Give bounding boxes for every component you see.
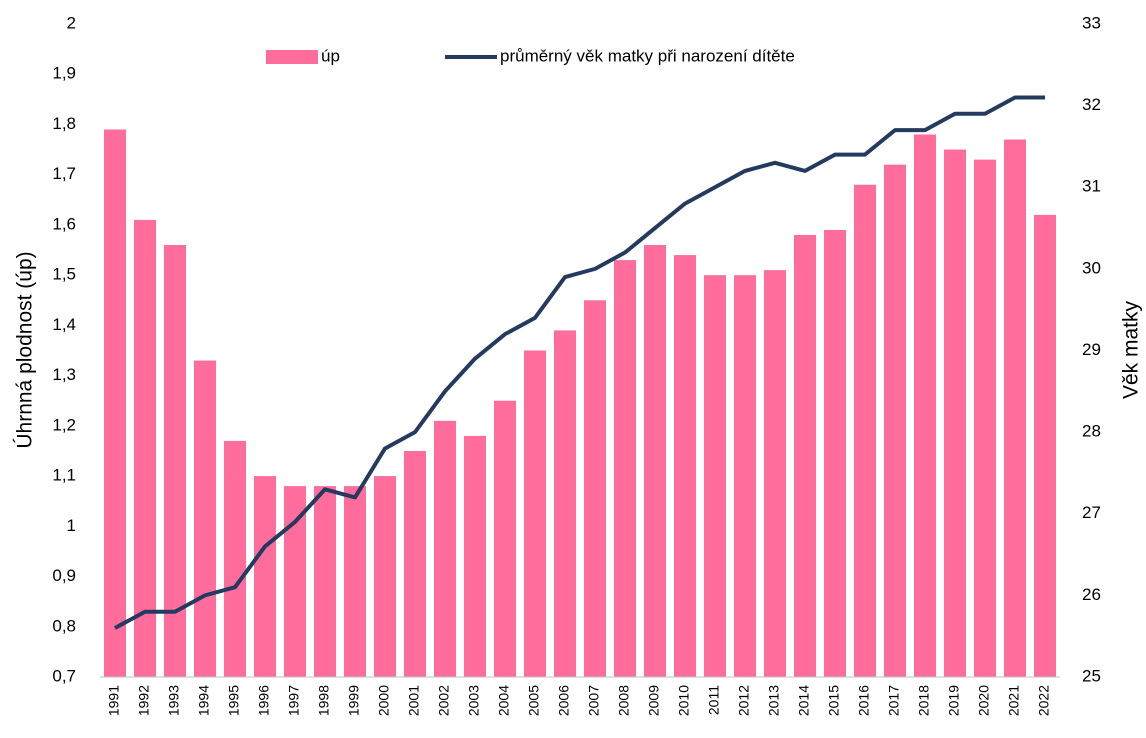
line <box>114 95 1045 630</box>
x-tick-label: 1991 <box>106 685 122 716</box>
x-tick-label: 1994 <box>196 685 212 716</box>
y-tick-label: 1,8 <box>52 114 76 133</box>
x-tick-label: 2019 <box>946 685 962 716</box>
bar <box>704 275 726 677</box>
bar <box>554 330 576 677</box>
x-tick-label: 1992 <box>136 685 152 716</box>
y-tick-label: 0,8 <box>52 616 76 635</box>
x-tick-label: 2007 <box>586 685 602 716</box>
x-tick-label: 1999 <box>346 685 362 716</box>
bar <box>584 300 606 677</box>
bar <box>944 149 966 678</box>
bar <box>494 400 516 677</box>
y2-tick-label: 26 <box>1082 585 1101 604</box>
x-tick-label: 2020 <box>976 685 992 716</box>
bar <box>764 270 786 677</box>
x-tick-label: 1996 <box>256 685 272 716</box>
bar <box>854 184 876 677</box>
y2-tick-label: 32 <box>1082 95 1101 114</box>
x-tick-label: 2003 <box>466 685 482 716</box>
bar <box>794 234 816 677</box>
x-tick-label: 2012 <box>736 685 752 716</box>
y-tick-label: 1,4 <box>52 315 76 334</box>
bar <box>284 486 306 677</box>
y-tick-label: 1,6 <box>52 214 76 233</box>
y-tick-label: 1,1 <box>52 466 76 485</box>
y2-axis-title: Věk matky <box>1120 300 1143 399</box>
bar <box>314 486 336 677</box>
y-tick-label: 1,9 <box>52 64 76 83</box>
x-tick-label: 2011 <box>706 685 722 715</box>
bar <box>524 350 546 677</box>
legend-label: průměrný věk matky při narození dítěte <box>500 46 795 65</box>
y-axis-title: Úhrnná plodnost (úp) <box>14 251 37 448</box>
x-tick-label: 2010 <box>676 685 692 716</box>
bar <box>374 476 396 677</box>
bar <box>344 486 366 677</box>
bar <box>974 159 996 678</box>
bar <box>434 420 456 677</box>
x-tick-label: 2016 <box>856 685 872 716</box>
legend-swatch <box>266 50 318 64</box>
x-tick-label: 2017 <box>886 685 902 716</box>
x-tick-label: 2014 <box>796 685 812 716</box>
y-tick-label: 0,9 <box>52 566 76 585</box>
x-tick-label: 1995 <box>226 685 242 716</box>
y2-tick-label: 25 <box>1082 666 1101 685</box>
bar <box>104 129 126 677</box>
x-tick-label: 2018 <box>916 685 932 716</box>
y2-tick-label: 30 <box>1082 258 1101 277</box>
bar <box>674 255 696 678</box>
x-tick-label: 2002 <box>436 685 452 716</box>
x-tick-label: 2000 <box>376 685 392 716</box>
bar <box>164 245 186 677</box>
bar <box>404 450 426 677</box>
x-tick-label: 2004 <box>496 685 512 716</box>
bar <box>734 275 756 677</box>
x-tick-label: 2009 <box>646 685 662 716</box>
x-tick-label: 2013 <box>766 685 782 716</box>
bar <box>194 360 216 677</box>
legend-label: úp <box>321 46 340 65</box>
x-tick-label: 2006 <box>556 685 572 716</box>
y2-tick-label: 31 <box>1082 177 1101 196</box>
bar <box>644 245 666 677</box>
bar <box>134 219 156 677</box>
bar <box>914 134 936 677</box>
y2-tick-label: 28 <box>1082 422 1101 441</box>
y-tick-label: 0,7 <box>52 666 76 685</box>
bar <box>254 476 276 677</box>
x-tick-label: 2005 <box>526 685 542 716</box>
bar <box>614 260 636 677</box>
x-tick-label: 2008 <box>616 685 632 716</box>
x-tick-label: 1997 <box>286 685 302 716</box>
y2-tick-label: 29 <box>1082 340 1101 359</box>
bar <box>1004 139 1026 677</box>
y-tick-label: 2 <box>67 13 76 32</box>
y2-tick-label: 27 <box>1082 503 1101 522</box>
y-tick-label: 1,7 <box>52 164 76 183</box>
y2-tick-label: 33 <box>1082 13 1101 32</box>
x-tick-label: 2015 <box>826 685 842 716</box>
x-tick-label: 2022 <box>1036 685 1052 716</box>
bar <box>824 229 846 677</box>
y-tick-label: 1,3 <box>52 365 76 384</box>
y-tick-label: 1 <box>67 516 76 535</box>
y-tick-label: 1,5 <box>52 265 76 284</box>
x-tick-label: 1993 <box>166 685 182 716</box>
x-tick-label: 2001 <box>406 685 422 716</box>
x-tick-label: 1998 <box>316 685 332 716</box>
bar <box>884 164 906 678</box>
bar <box>464 435 486 677</box>
bar <box>1034 214 1056 677</box>
x-tick-label: 2021 <box>1006 685 1022 716</box>
y-tick-label: 1,2 <box>52 415 76 434</box>
bar <box>224 440 246 677</box>
